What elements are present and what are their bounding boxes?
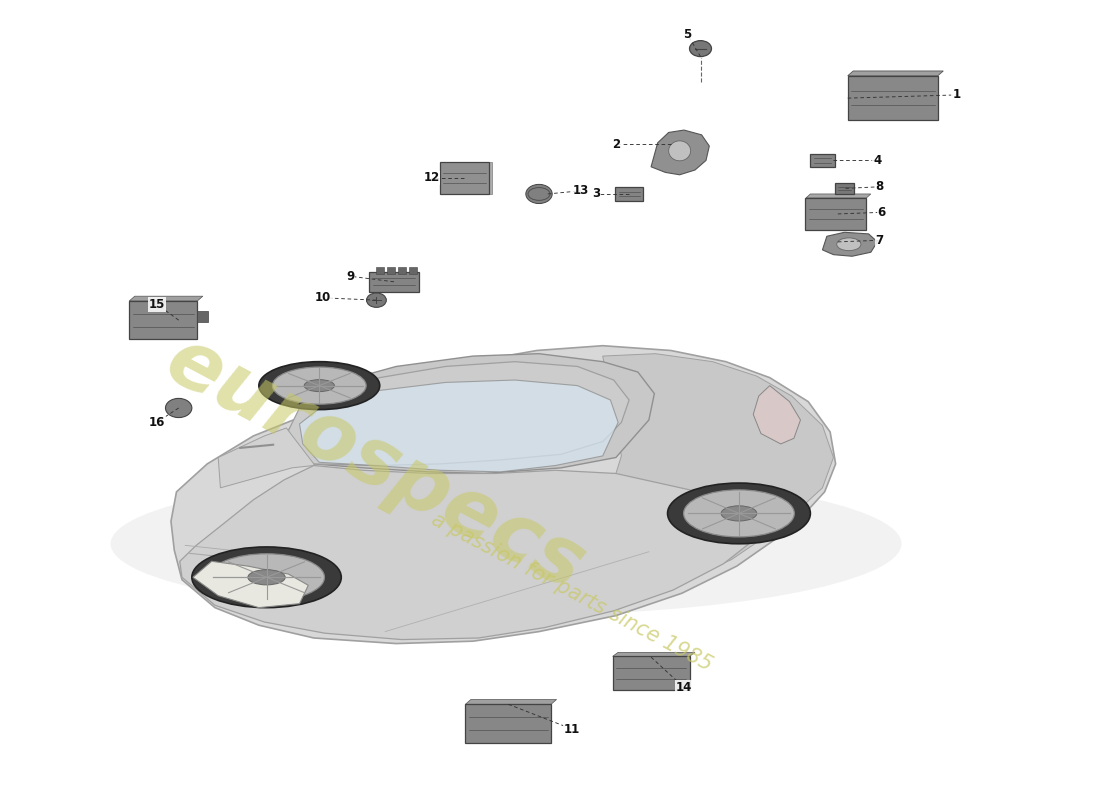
FancyBboxPatch shape — [409, 267, 417, 274]
Text: 6: 6 — [878, 206, 886, 219]
Polygon shape — [170, 346, 836, 643]
FancyBboxPatch shape — [848, 76, 938, 120]
Ellipse shape — [722, 506, 757, 521]
FancyBboxPatch shape — [465, 704, 551, 742]
Ellipse shape — [668, 483, 811, 544]
Circle shape — [165, 398, 191, 418]
Polygon shape — [179, 466, 770, 639]
Polygon shape — [288, 354, 654, 474]
Text: eurospecs: eurospecs — [152, 321, 597, 607]
Ellipse shape — [528, 187, 550, 200]
Text: 1: 1 — [953, 89, 960, 102]
Text: 5: 5 — [683, 28, 692, 41]
Text: 2: 2 — [612, 138, 620, 151]
Polygon shape — [806, 194, 871, 198]
Ellipse shape — [209, 554, 324, 601]
FancyBboxPatch shape — [835, 182, 855, 194]
Text: 11: 11 — [564, 722, 580, 735]
FancyBboxPatch shape — [197, 310, 208, 322]
FancyBboxPatch shape — [387, 267, 395, 274]
Ellipse shape — [258, 362, 380, 410]
Text: 4: 4 — [873, 154, 881, 167]
Polygon shape — [754, 386, 801, 444]
Text: 9: 9 — [345, 270, 354, 282]
Polygon shape — [848, 71, 944, 76]
Text: 7: 7 — [876, 234, 883, 246]
FancyBboxPatch shape — [805, 198, 866, 230]
Ellipse shape — [111, 472, 902, 616]
Polygon shape — [465, 699, 557, 704]
FancyBboxPatch shape — [370, 272, 419, 292]
Polygon shape — [299, 380, 618, 472]
Ellipse shape — [191, 547, 341, 608]
Polygon shape — [613, 652, 695, 656]
FancyBboxPatch shape — [613, 656, 690, 690]
Polygon shape — [651, 130, 710, 174]
Ellipse shape — [273, 367, 366, 404]
Text: 12: 12 — [424, 171, 440, 185]
Ellipse shape — [248, 570, 285, 585]
Text: a passion for parts since 1985: a passion for parts since 1985 — [428, 509, 716, 674]
Text: 3: 3 — [592, 187, 601, 201]
Polygon shape — [823, 232, 878, 256]
Ellipse shape — [305, 380, 334, 392]
Polygon shape — [218, 428, 314, 488]
Polygon shape — [603, 354, 834, 586]
FancyBboxPatch shape — [129, 301, 197, 339]
Circle shape — [526, 184, 552, 203]
Polygon shape — [192, 562, 308, 608]
Polygon shape — [129, 296, 202, 301]
Ellipse shape — [669, 141, 691, 161]
Polygon shape — [490, 162, 492, 194]
FancyBboxPatch shape — [376, 267, 384, 274]
Polygon shape — [288, 362, 629, 466]
Text: 10: 10 — [315, 291, 331, 304]
Ellipse shape — [837, 238, 861, 250]
Text: 8: 8 — [876, 180, 883, 194]
Text: 16: 16 — [148, 416, 165, 429]
Text: 15: 15 — [148, 298, 165, 310]
FancyBboxPatch shape — [615, 186, 642, 201]
FancyBboxPatch shape — [440, 162, 490, 194]
FancyBboxPatch shape — [811, 154, 835, 167]
Text: 13: 13 — [573, 184, 588, 198]
Text: 14: 14 — [675, 681, 692, 694]
Circle shape — [690, 41, 712, 57]
Ellipse shape — [683, 490, 794, 537]
FancyBboxPatch shape — [398, 267, 406, 274]
Circle shape — [366, 293, 386, 307]
